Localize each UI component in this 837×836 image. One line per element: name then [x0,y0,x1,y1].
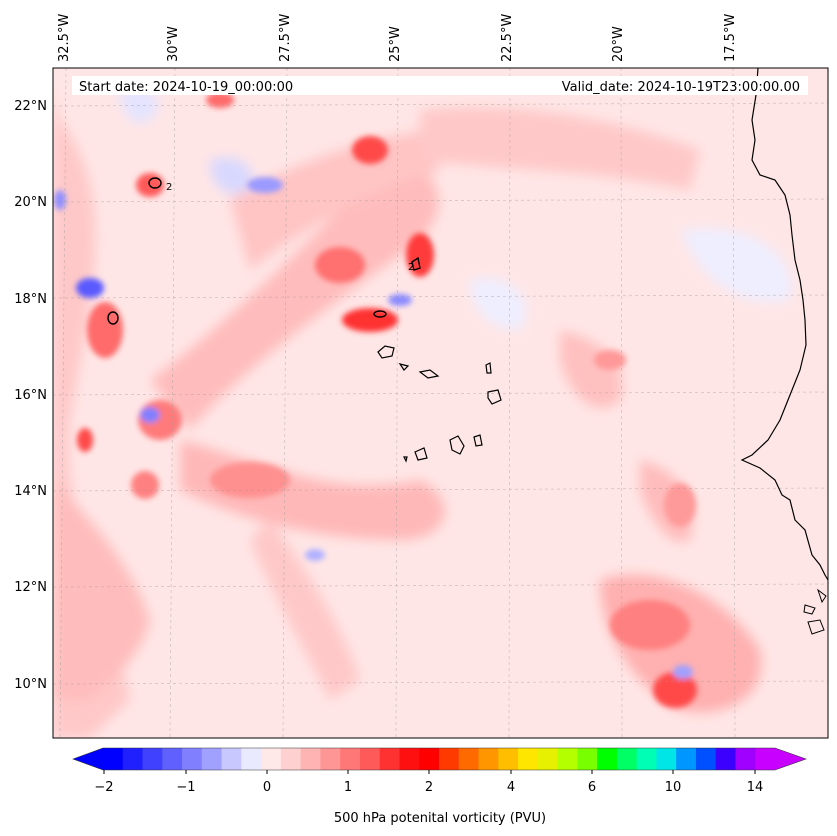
colorbar-outline [72,747,807,771]
lat-label-16n: 16°N [14,388,47,403]
lat-label-14n: 14°N [14,484,47,499]
start-date-label: Start date: 2024-10-19_00:00:00 [79,80,293,95]
lon-label-32-5w: 32.5°W [57,14,72,62]
colorbar-cell [458,748,480,770]
colorbar-cell [320,748,341,770]
colorbar-cell [478,748,499,770]
colorbar-cell [557,748,578,770]
colorbar-cell [103,748,124,770]
colorbar: −2 −1 0 1 2 4 6 10 14 500 hPa potenital … [72,747,807,826]
lon-label-30w: 30°W [166,26,181,62]
colorbar-cell [142,748,163,770]
colorbar-cell [122,748,144,770]
colorbar-cell [695,748,717,770]
colorbar-cell [676,748,697,770]
colorbar-cell [616,748,638,770]
contour-label-2: 2 [408,262,414,273]
lon-label-20w: 20°W [611,26,626,62]
cb-tick-10: 10 [665,780,682,795]
graticule [53,68,828,738]
colorbar-cell [715,748,737,770]
colorbar-cell [636,748,658,770]
colorbar-cell [201,748,223,770]
colorbar-cell [577,748,598,770]
colorbar-title: 500 hPa potenital vorticity (PVU) [334,811,546,826]
cb-tick-m1: −1 [176,780,195,795]
cb-tick-1: 1 [344,780,352,795]
cb-tick-6: 6 [588,780,596,795]
colorbar-cell [735,748,756,770]
colorbar-cell [300,748,322,770]
cb-tick-4: 4 [507,780,515,795]
colorbar-cells [103,748,776,770]
colorbar-cell [399,748,420,770]
lat-label-18n: 18°N [14,292,47,307]
colorbar-cell [518,748,539,770]
colorbar-cell [340,748,361,770]
colorbar-cell [261,748,282,770]
colorbar-cell [656,748,677,770]
colorbar-cell [241,748,262,770]
colorbar-cell [597,748,618,770]
lat-label-22n: 22°N [14,99,47,114]
guinea-bissau-islands [803,588,827,635]
colorbar-cell [498,748,519,770]
latitude-labels: 22°N 20°N 18°N 16°N 14°N 12°N 10°N [14,99,47,692]
pv-2-contours [107,177,421,325]
cb-tick-2: 2 [425,780,433,795]
pv-field: 2 2 [53,68,828,738]
lon-label-27-5w: 27.5°W [278,14,293,62]
date-banner [72,76,808,95]
colorbar-max-extend-arrow [775,748,806,770]
colorbar-cell [755,748,776,770]
colorbar-cell [359,748,381,770]
contour-label-1: 2 [166,182,172,193]
lon-label-17-5w: 17.5°W [723,14,738,62]
colorbar-min-extend-arrow [73,748,103,770]
african-coastline [740,68,828,581]
cb-tick-0: 0 [263,780,271,795]
colorbar-cell [419,748,440,770]
colorbar-cell [221,748,242,770]
lon-label-25w: 25°W [388,26,403,62]
colorbar-cell [537,748,559,770]
colorbar-cell [439,748,460,770]
colorbar-tick-labels: −2 −1 0 1 2 4 6 10 14 [94,780,763,795]
map-frame [52,67,829,739]
colorbar-cell [379,748,401,770]
cape-verde-islands [377,345,502,463]
lat-label-20n: 20°N [14,195,47,210]
cb-tick-14: 14 [747,780,764,795]
colorbar-ticks [103,770,756,774]
valid-date-label: Valid_date: 2024-10-19T23:00:00.00 [562,80,800,95]
colorbar-cell [280,748,302,770]
lat-label-10n: 10°N [14,677,47,692]
cb-tick-m2: −2 [94,780,113,795]
colorbar-cell [162,748,183,770]
lat-label-12n: 12°N [14,580,47,595]
lon-label-22-5w: 22.5°W [500,14,515,62]
colorbar-cell [182,748,203,770]
longitude-labels: 32.5°W 30°W 27.5°W 25°W 22.5°W 20°W 17.5… [57,14,738,62]
